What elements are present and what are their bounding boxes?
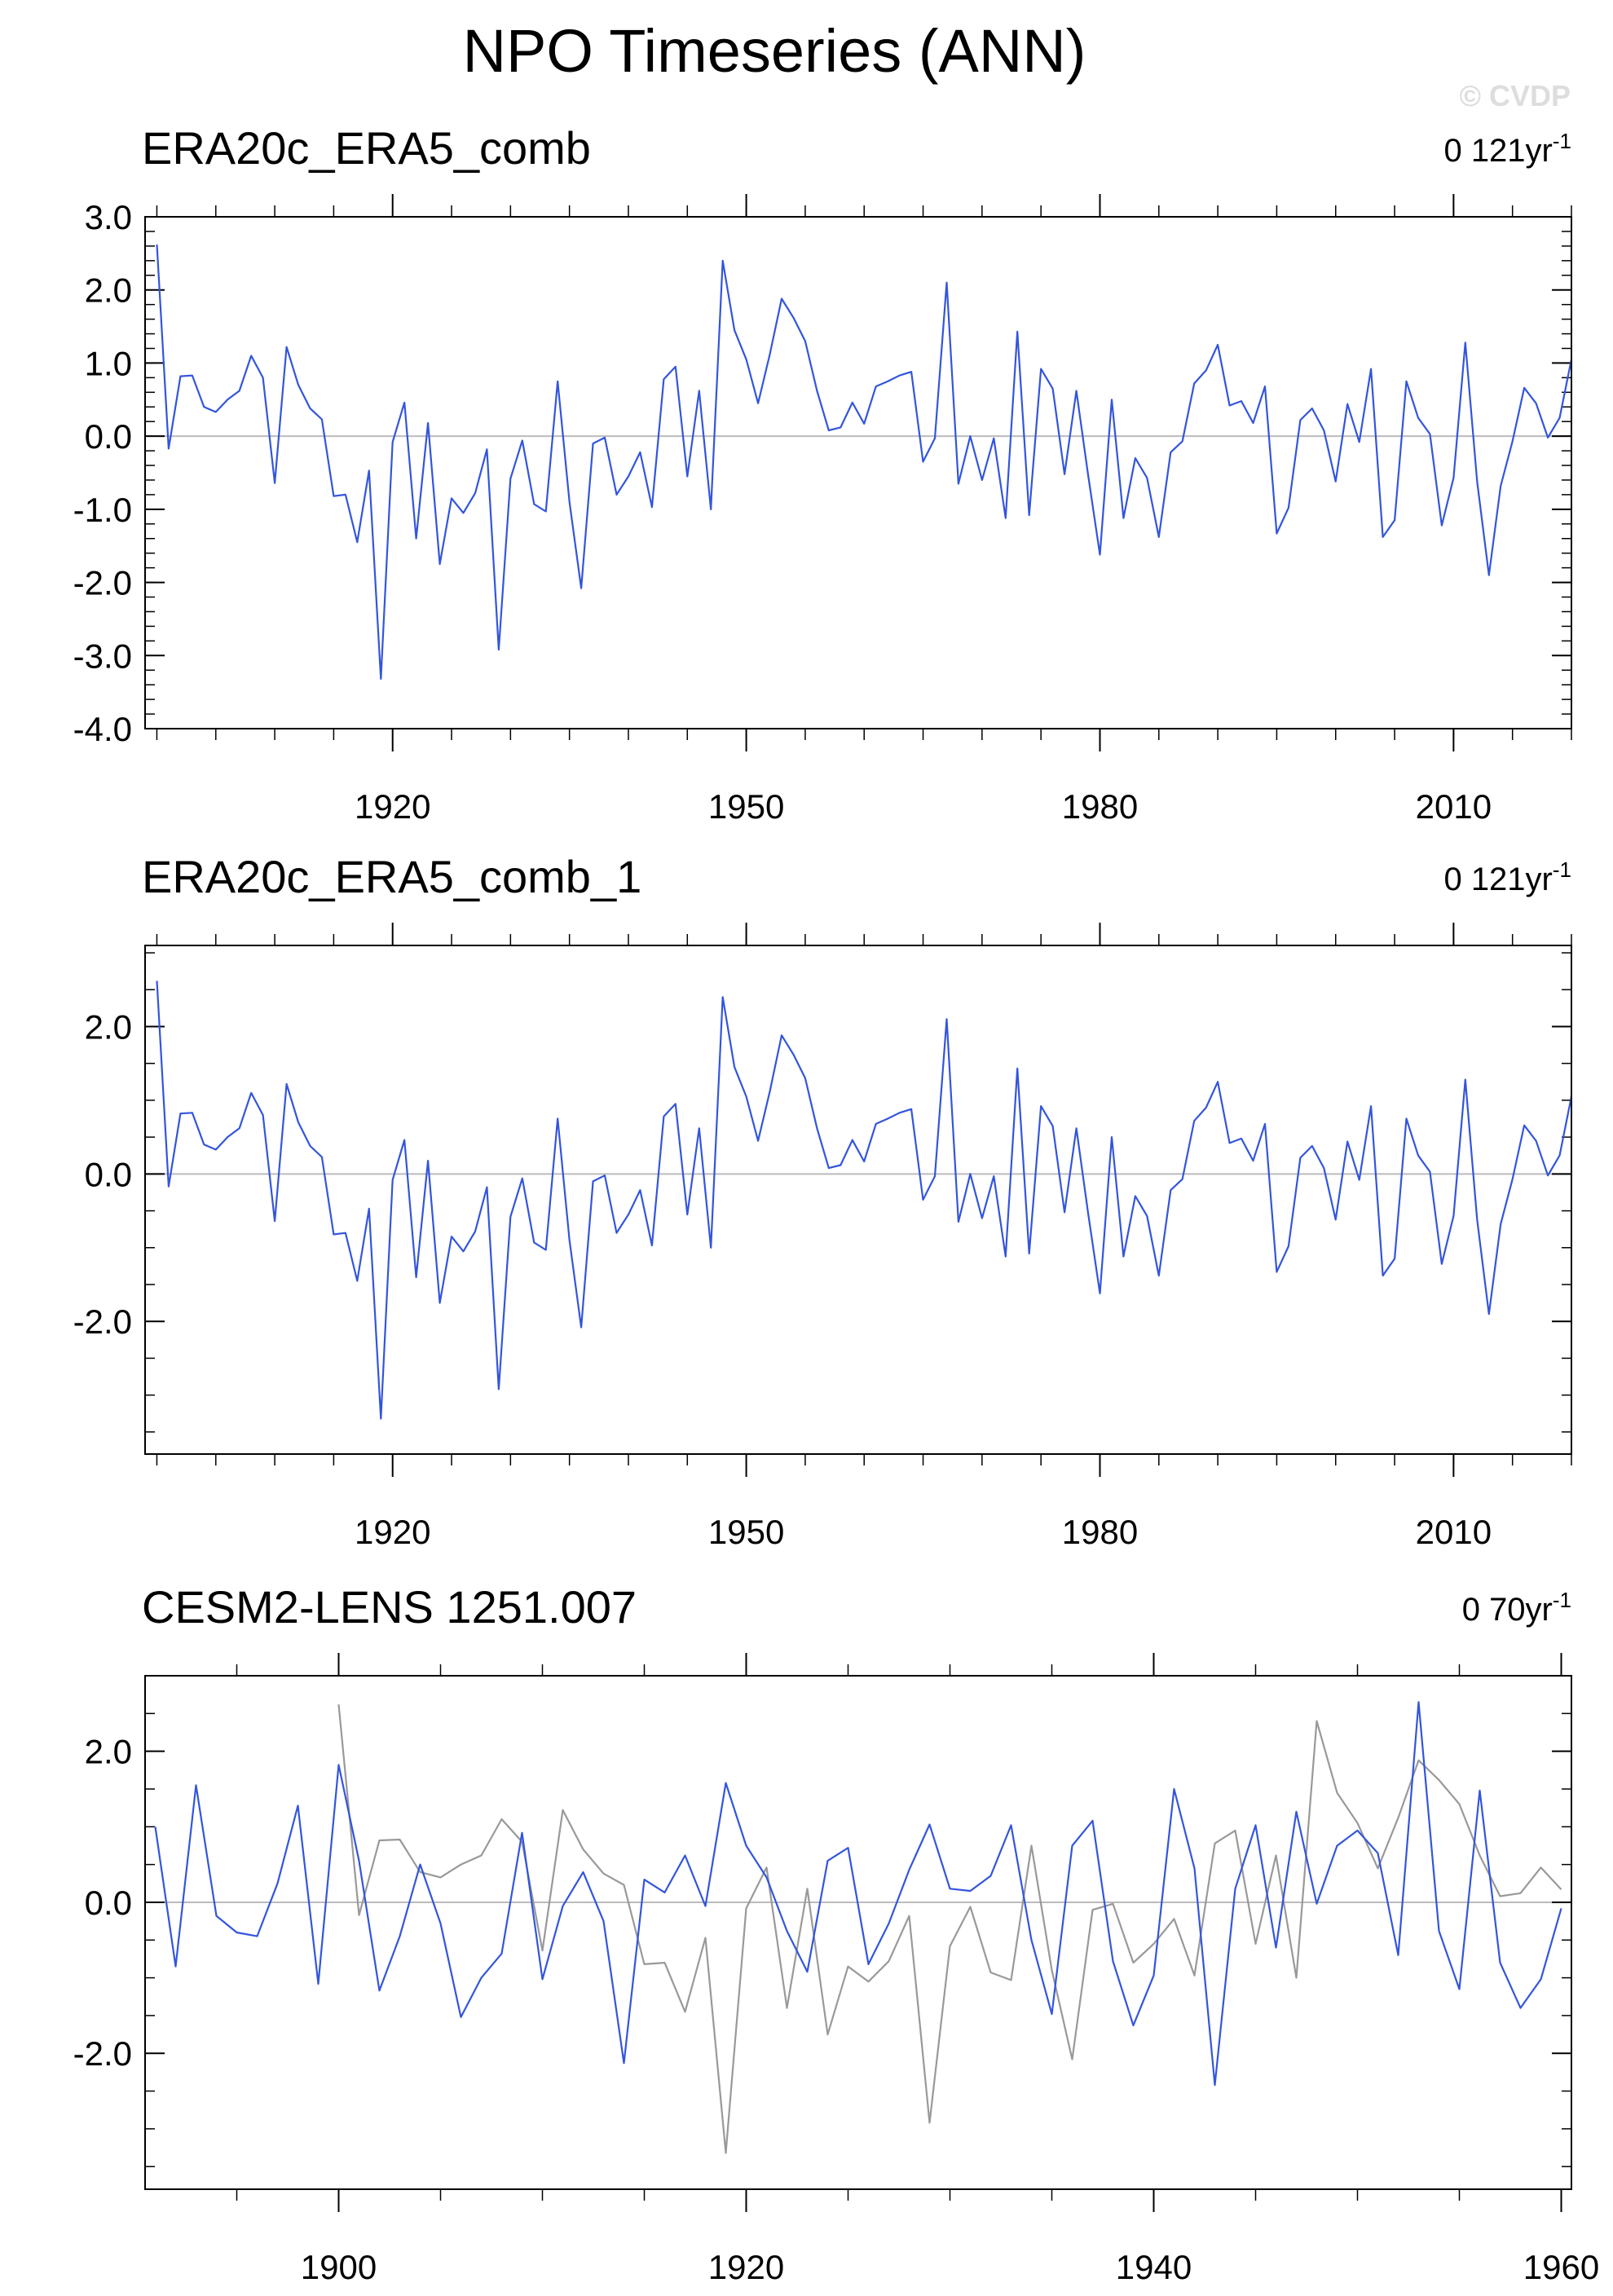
y-tick-label: 2.0 <box>85 271 132 310</box>
series-line-1 <box>337 1704 1562 2154</box>
panel-title: CESM2-LENS 1251.007 <box>142 1581 637 1633</box>
trend-exponent: -1 <box>1553 1588 1571 1612</box>
x-tick-label: 2010 <box>1416 787 1492 826</box>
y-tick-label: -2.0 <box>73 1302 132 1341</box>
x-tick-label: 1980 <box>1062 1513 1138 1551</box>
chart-panel-1: ERA20c_ERA5_comb 0 121yr-1 -4.0 -3.0 -2.0 -1.… <box>73 122 1573 826</box>
panel-title: ERA20c_ERA5_comb_1 <box>142 851 641 902</box>
plot-frame <box>144 1675 1572 2190</box>
trend-exponent: -1 <box>1553 857 1571 882</box>
x-tick-label: 1950 <box>708 1513 784 1551</box>
x-tick-label: 1940 <box>1116 2248 1192 2286</box>
series-line-1 <box>156 981 1573 1420</box>
y-tick-label: -4.0 <box>73 710 132 748</box>
panel-title: ERA20c_ERA5_comb <box>142 122 591 174</box>
y-tick-label: -2.0 <box>73 564 132 602</box>
x-tick-label: 1980 <box>1062 787 1138 826</box>
y-tick-label: 2.0 <box>85 1733 132 1771</box>
y-tick-label: 0.0 <box>85 417 132 456</box>
y-tick-label: 0.0 <box>85 1155 132 1193</box>
trend-label: 0 70yr-1 <box>1462 1588 1571 1628</box>
trend-label: 0 121yr-1 <box>1443 857 1571 897</box>
x-tick-label: 1950 <box>708 787 784 826</box>
y-tick-label: -2.0 <box>73 2034 132 2073</box>
cvdp-watermark: © CVDP <box>1459 79 1571 112</box>
x-tick-label: 2010 <box>1416 1513 1492 1551</box>
x-tick-label: 1920 <box>708 2248 784 2286</box>
y-tick-label: 0.0 <box>85 1884 132 1922</box>
series-line-1 <box>156 245 1573 681</box>
y-tick-label: 1.0 <box>85 344 132 382</box>
trend-label: 0 121yr-1 <box>1443 129 1571 169</box>
series-line-2 <box>154 1701 1562 2087</box>
x-tick-label: 1920 <box>355 787 430 826</box>
y-tick-label: -1.0 <box>73 491 132 529</box>
x-tick-label: 1920 <box>355 1513 430 1551</box>
trend-exponent: -1 <box>1553 129 1571 153</box>
plot-frame <box>144 945 1572 1455</box>
y-tick-label: -3.0 <box>73 637 132 675</box>
y-tick-label: 3.0 <box>85 198 132 236</box>
figure-title: NPO Timeseries (ANN) <box>463 17 1086 85</box>
y-tick-label: 2.0 <box>85 1007 132 1046</box>
chart-panel-3: CESM2-LENS 1251.007 0 70yr-1 -2.0 0.0 2.0 190… <box>73 1581 1600 2286</box>
plot-frame <box>144 216 1572 729</box>
chart-panel-2: ERA20c_ERA5_comb_1 0 121yr-1 -2.0 0.0 2.0 192… <box>73 851 1573 1551</box>
x-tick-label: 1900 <box>301 2248 377 2286</box>
x-tick-label: 1960 <box>1523 2248 1599 2286</box>
